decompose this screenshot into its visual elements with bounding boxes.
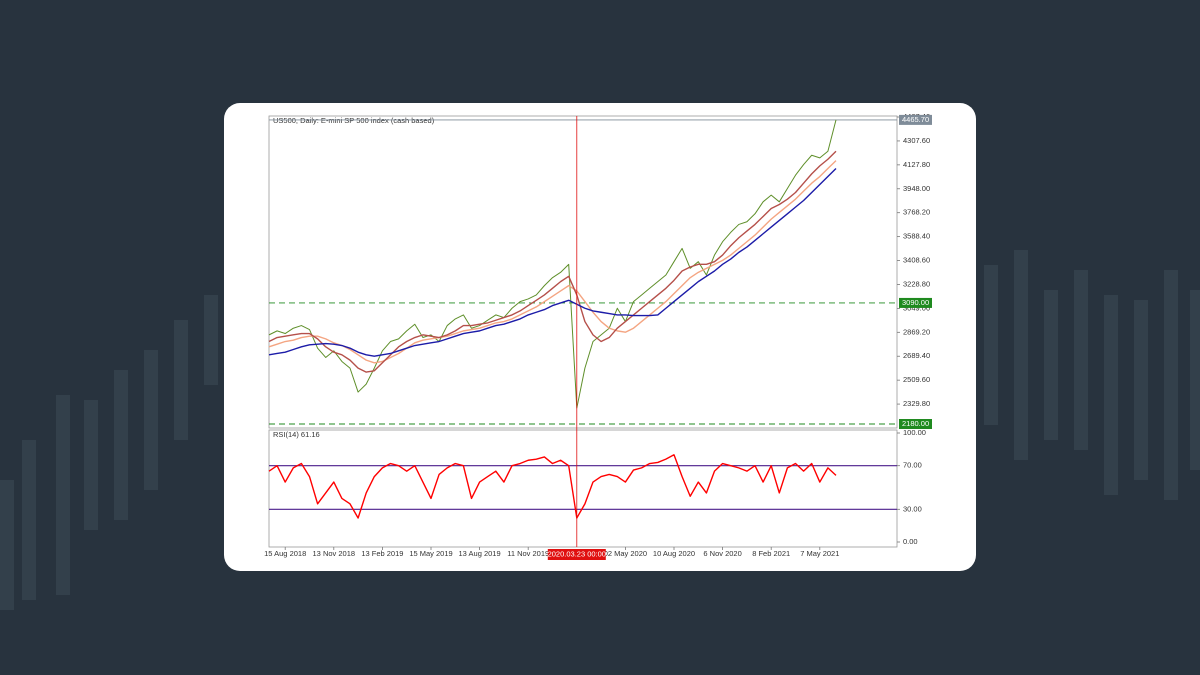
x-tick-label: 7 May 2021 xyxy=(800,549,839,558)
x-tick-label: 13 Feb 2019 xyxy=(361,549,403,558)
x-tick-label: 15 Aug 2018 xyxy=(264,549,306,558)
level-badge xyxy=(899,419,932,430)
y-tick-label: 2509.60 xyxy=(903,375,930,384)
x-tick-label: 10 Aug 2020 xyxy=(653,549,695,558)
series-line xyxy=(268,454,837,519)
price-title: US500, Daily: E-mini SP 500 index (cash … xyxy=(273,116,435,125)
y-tick-label: 3588.40 xyxy=(903,232,930,241)
y-tick-label: 70.00 xyxy=(903,461,922,470)
rsi-panel xyxy=(268,429,898,548)
y-tick-label: 3228.80 xyxy=(903,279,930,288)
level-label: 2180.00 xyxy=(902,419,929,428)
x-tick-label: 13 Nov 2018 xyxy=(313,549,356,558)
x-tick-label: 02 May 2020 xyxy=(604,549,647,558)
series-line xyxy=(268,168,837,357)
level-badge xyxy=(899,114,932,125)
y-tick-label: 4307.60 xyxy=(903,136,930,145)
y-tick-label: 0.00 xyxy=(903,537,918,546)
x-tick-label: 6 Nov 2020 xyxy=(703,549,741,558)
x-tick-label: 8 Feb 2021 xyxy=(752,549,790,558)
crosshair-label: 2020.03.23 00:00 xyxy=(548,549,606,558)
rsi-title: RSI(14) 61.16 xyxy=(273,430,320,439)
y-tick-label: 4127.80 xyxy=(903,160,930,169)
series-line xyxy=(268,160,837,364)
series-line xyxy=(268,150,837,373)
level-label: 4465.70 xyxy=(902,115,929,124)
x-tick-label: 15 May 2019 xyxy=(409,549,452,558)
x-tick-label: 11 Nov 2019 xyxy=(507,549,549,558)
level-label: 3090.00 xyxy=(902,298,929,307)
y-tick-label: 2689.40 xyxy=(903,351,930,360)
y-tick-label: 30.00 xyxy=(903,504,922,513)
price-panel xyxy=(268,115,898,429)
card xyxy=(224,103,976,571)
y-tick-label: 3948.00 xyxy=(903,184,930,193)
y-tick-label: 2869.20 xyxy=(903,327,930,336)
x-tick-label: 13 Aug 2019 xyxy=(459,549,501,558)
y-tick-label: 3768.20 xyxy=(903,208,930,217)
level-badge xyxy=(899,297,932,308)
y-tick-label: 100.00 xyxy=(903,428,926,437)
y-tick-label: 3408.60 xyxy=(903,256,930,265)
y-tick-label: 2329.80 xyxy=(903,399,930,408)
crosshair-badge xyxy=(547,549,606,560)
series-line xyxy=(268,119,837,409)
background-decor xyxy=(0,250,1200,610)
